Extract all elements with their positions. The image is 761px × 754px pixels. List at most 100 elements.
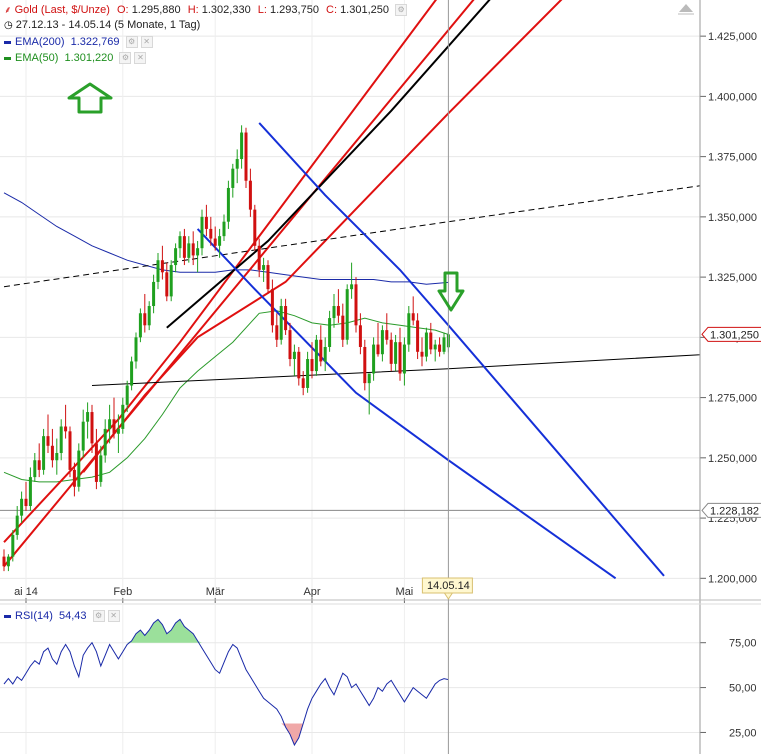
candle-body <box>231 168 235 188</box>
candle-body <box>187 243 191 258</box>
y-tick-label: 1.425,000 <box>708 31 757 43</box>
candle-body <box>156 260 160 282</box>
candle-body <box>134 337 138 362</box>
candle-body <box>46 436 50 446</box>
candle-body <box>108 419 112 429</box>
candle-body <box>429 332 433 350</box>
rsi-legend[interactable]: RSI(14) 54,43 ⚙ ✕ <box>4 609 120 623</box>
ema200-legend[interactable]: EMA(200) 1.322,769 ⚙ ✕ <box>4 35 153 49</box>
candle-body <box>380 330 384 355</box>
candle-body <box>354 284 358 326</box>
candle-body <box>42 436 46 470</box>
candle-body <box>253 209 257 246</box>
candle-body <box>411 313 415 321</box>
candle-body <box>200 216 204 249</box>
candle-body <box>182 236 186 258</box>
candlesticks <box>2 125 450 572</box>
candle-body <box>319 339 323 362</box>
candle-body <box>279 306 283 340</box>
scroll-up-icon[interactable] <box>679 4 693 12</box>
level-label-box <box>701 502 761 518</box>
date-label: 14.05.14 <box>427 580 470 592</box>
candle-body <box>191 243 195 256</box>
overlay-marks: 1.301,250 1.228,182 14.05.14 <box>67 0 761 754</box>
close-icon[interactable]: ✕ <box>140 36 153 49</box>
candle-body <box>213 238 217 246</box>
candle-body <box>116 428 120 434</box>
settings-icon[interactable]: ⚙ <box>92 610 105 623</box>
candle-body <box>407 313 411 345</box>
settings-icon[interactable]: ⚙ <box>395 4 408 17</box>
close-icon[interactable]: ✕ <box>107 610 120 623</box>
candle-body <box>138 313 142 338</box>
last-price-label: 1.301,250 <box>710 329 759 341</box>
grid-lines <box>0 0 700 754</box>
arrow-down-icon <box>437 271 465 312</box>
candle-body <box>125 385 129 405</box>
trendline-black[interactable] <box>166 0 532 329</box>
candle-body <box>301 378 305 388</box>
ema200-value: 1.322,769 <box>70 36 120 48</box>
candle-body <box>6 556 10 567</box>
trendline-blue[interactable] <box>196 228 617 580</box>
candle-body <box>376 344 380 355</box>
candle-body <box>130 361 134 386</box>
y-tick-label: 1.350,000 <box>708 212 757 224</box>
candle-body <box>64 426 68 432</box>
instrument-info: ⸙ Gold (Last, $/Unze) O: 1.295,880 H: 1.… <box>4 3 408 18</box>
candle-body <box>341 315 345 340</box>
candle-body <box>398 342 402 374</box>
x-tick-label: ai 14 <box>14 586 38 598</box>
candle-body <box>90 412 94 444</box>
candle-body <box>20 498 24 516</box>
x-tick-label: Apr <box>303 586 320 598</box>
candle-body <box>204 216 208 229</box>
rsi-y-tick-label: 50,00 <box>729 683 757 695</box>
candle-body <box>37 460 41 470</box>
trendline-red[interactable] <box>3 0 523 567</box>
open-value: 1.295,880 <box>131 4 181 16</box>
candle-body <box>266 265 270 290</box>
candle-body <box>389 339 393 364</box>
candle-body <box>262 265 266 270</box>
candle-body <box>288 330 292 360</box>
settings-icon[interactable]: ⚙ <box>125 36 138 49</box>
candle-body <box>174 248 178 266</box>
candle-body <box>226 187 230 222</box>
y-tick-label: 1.400,000 <box>708 91 757 103</box>
candle-body <box>284 306 288 331</box>
rsi-value: 54,43 <box>58 610 87 622</box>
ema200-label: EMA(200) <box>15 36 65 48</box>
ema50-legend[interactable]: EMA(50) 1.301,220 ⚙ ✕ <box>4 51 147 65</box>
candle-body <box>438 344 442 352</box>
x-tick-label: Mai <box>396 586 414 598</box>
candle-body <box>99 455 103 482</box>
x-tick-label: Feb <box>113 586 132 598</box>
candle-body <box>433 344 437 350</box>
ema200-line <box>3 192 449 285</box>
trendline-red[interactable] <box>82 0 664 473</box>
trendlines[interactable] <box>3 0 752 580</box>
trendline-black[interactable] <box>3 178 752 288</box>
settings-icon[interactable]: ⚙ <box>119 52 132 65</box>
y-tick-label: 1.325,000 <box>708 272 757 284</box>
candle-body <box>270 289 274 326</box>
trendline-blue[interactable] <box>258 122 665 577</box>
candle-body <box>336 306 340 316</box>
close-icon[interactable]: ✕ <box>134 52 147 65</box>
candle-body <box>323 346 327 362</box>
candle-body <box>50 445 54 461</box>
candle-body <box>244 132 248 181</box>
ema50-label: EMA(50) <box>15 52 59 64</box>
candle-body <box>358 325 362 347</box>
clock-icon: ◷ <box>4 20 13 31</box>
high-value: 1.302,330 <box>201 4 251 16</box>
candle-body <box>332 306 336 319</box>
rsi-label: RSI(14) <box>15 610 53 622</box>
low-value: 1.293,750 <box>270 4 319 16</box>
candle-body <box>86 412 90 422</box>
period-text: 27.12.13 - 14.05.14 (5 Monate, 1 Tag) <box>15 19 201 31</box>
candle-body <box>59 426 63 454</box>
